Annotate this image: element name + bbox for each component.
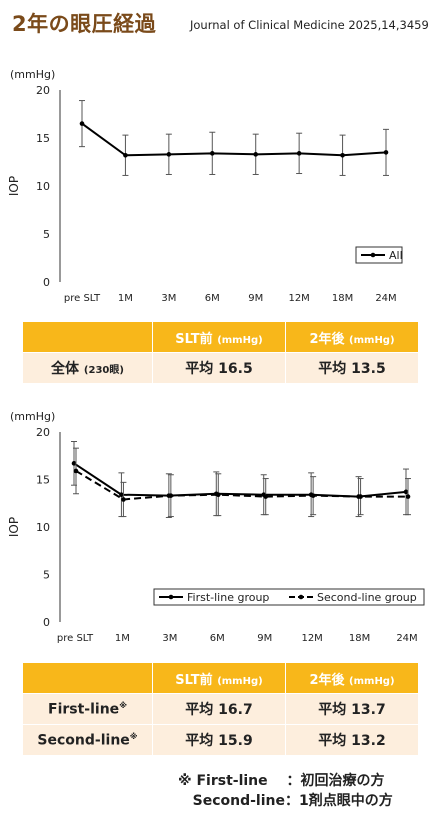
y-tick-label: 0 (43, 616, 50, 629)
table-header-empty (22, 321, 153, 353)
data-point (123, 152, 128, 158)
x-tick-label: 24M (375, 293, 396, 304)
row-label-all: 全体 (230眼) (22, 352, 153, 384)
data-point (121, 497, 126, 502)
y-unit-label: (mmHg) (10, 68, 55, 81)
footnote-line-2: Second-line：1剤点眼中の方 (178, 793, 393, 809)
table-header-empty (22, 662, 153, 694)
data-point (263, 494, 269, 499)
table-header-after: 2年後 (mmHg) (285, 662, 419, 694)
y-axis-title: IOP (7, 517, 21, 537)
legend-label: Second-line group (317, 591, 417, 604)
x-tick-label: 12M (288, 293, 309, 304)
summary-table-groups: SLT前 (mmHg) 2年後 (mmHg) First-line※ 平均 16… (22, 662, 419, 756)
x-tick-label: 1M (118, 293, 133, 304)
x-tick-label: 9M (248, 293, 263, 304)
legend-marker (298, 594, 304, 600)
x-tick-label: 6M (205, 293, 220, 304)
summary-table-all: SLT前 (mmHg) 2年後 (mmHg) 全体 (230眼) 平均 16.5… (22, 321, 419, 384)
data-point (253, 152, 259, 157)
journal-citation: Journal of Clinical Medicine 2025,14,345… (190, 18, 429, 32)
y-tick-label: 0 (43, 276, 50, 289)
table-header-row: SLT前 (mmHg) 2年後 (mmHg) (22, 662, 419, 694)
x-tick-label: 3M (162, 633, 177, 644)
data-point (383, 150, 389, 155)
series-line (81, 122, 387, 157)
value-before: 平均 16.7 (152, 693, 286, 725)
row-label-second-line: Second-line※ (22, 724, 153, 756)
y-tick-label: 5 (43, 569, 50, 582)
legend-label: All (389, 249, 403, 262)
y-tick-label: 20 (36, 84, 50, 97)
data-point (403, 489, 409, 495)
x-tick-label: pre SLT (64, 293, 101, 304)
data-point (358, 494, 363, 499)
value-before: 平均 16.5 (152, 352, 286, 384)
data-point (119, 492, 124, 497)
x-tick-label: pre SLT (57, 633, 94, 644)
data-point (79, 121, 85, 126)
iop-chart-all: (mmHg) IOP 0 5 10 15 20 pre SLT 1M 3M 6M 9M 12M 18M 24… (7, 68, 403, 304)
footnote-line-1: ※ First-line ：初回治療の方 (178, 773, 385, 789)
value-after: 平均 13.7 (285, 693, 419, 725)
data-point (209, 151, 215, 156)
legend-marker (370, 252, 376, 258)
x-tick-label: 6M (210, 633, 225, 644)
page-title: 2年の眼圧経過 (12, 12, 157, 36)
y-tick-label: 20 (36, 426, 50, 439)
legend-label: First-line group (187, 591, 269, 604)
data-point (73, 468, 79, 474)
x-tick-label: 18M (349, 633, 370, 644)
data-point (215, 492, 221, 497)
y-tick-label: 10 (36, 521, 50, 534)
x-tick-label: 18M (332, 293, 353, 304)
data-point (166, 152, 172, 157)
table-row: Second-line※ 平均 15.9 平均 13.2 (22, 724, 419, 756)
value-after: 平均 13.2 (285, 724, 419, 756)
y-tick-label: 5 (43, 228, 50, 241)
table-row: 全体 (230眼) 平均 16.5 平均 13.5 (22, 352, 419, 384)
x-tick-label: 24M (396, 633, 417, 644)
data-point (405, 494, 411, 499)
y-tick-label: 15 (36, 474, 50, 487)
data-point (310, 493, 316, 498)
y-tick-label: 10 (36, 180, 50, 193)
table-header-before: SLT前 (mmHg) (152, 662, 286, 694)
data-point (168, 493, 174, 498)
x-tick-label: 9M (257, 633, 272, 644)
table-header-row: SLT前 (mmHg) 2年後 (mmHg) (22, 321, 419, 353)
value-before: 平均 15.9 (152, 724, 286, 756)
x-tick-label: 12M (301, 633, 322, 644)
x-tick-label: 1M (115, 633, 130, 644)
data-point (340, 152, 345, 158)
data-point (296, 151, 302, 156)
value-after: 平均 13.5 (285, 352, 419, 384)
series-line (73, 462, 407, 498)
x-tick-label: 3M (161, 293, 176, 304)
iop-chart-groups: (mmHg) IOP 0 5 10 15 20 pre SLT 1M 3M 6M 9M 12M 18M 24… (7, 410, 425, 644)
y-tick-label: 15 (36, 132, 50, 145)
legend-marker (168, 594, 174, 600)
table-header-before: SLT前 (mmHg) (152, 321, 286, 353)
y-unit-label: (mmHg) (10, 410, 55, 423)
table-row: First-line※ 平均 16.7 平均 13.7 (22, 693, 419, 725)
row-label-first-line: First-line※ (22, 693, 153, 725)
y-axis-title: IOP (7, 176, 21, 196)
table-header-after: 2年後 (mmHg) (285, 321, 419, 353)
data-point (71, 461, 77, 466)
